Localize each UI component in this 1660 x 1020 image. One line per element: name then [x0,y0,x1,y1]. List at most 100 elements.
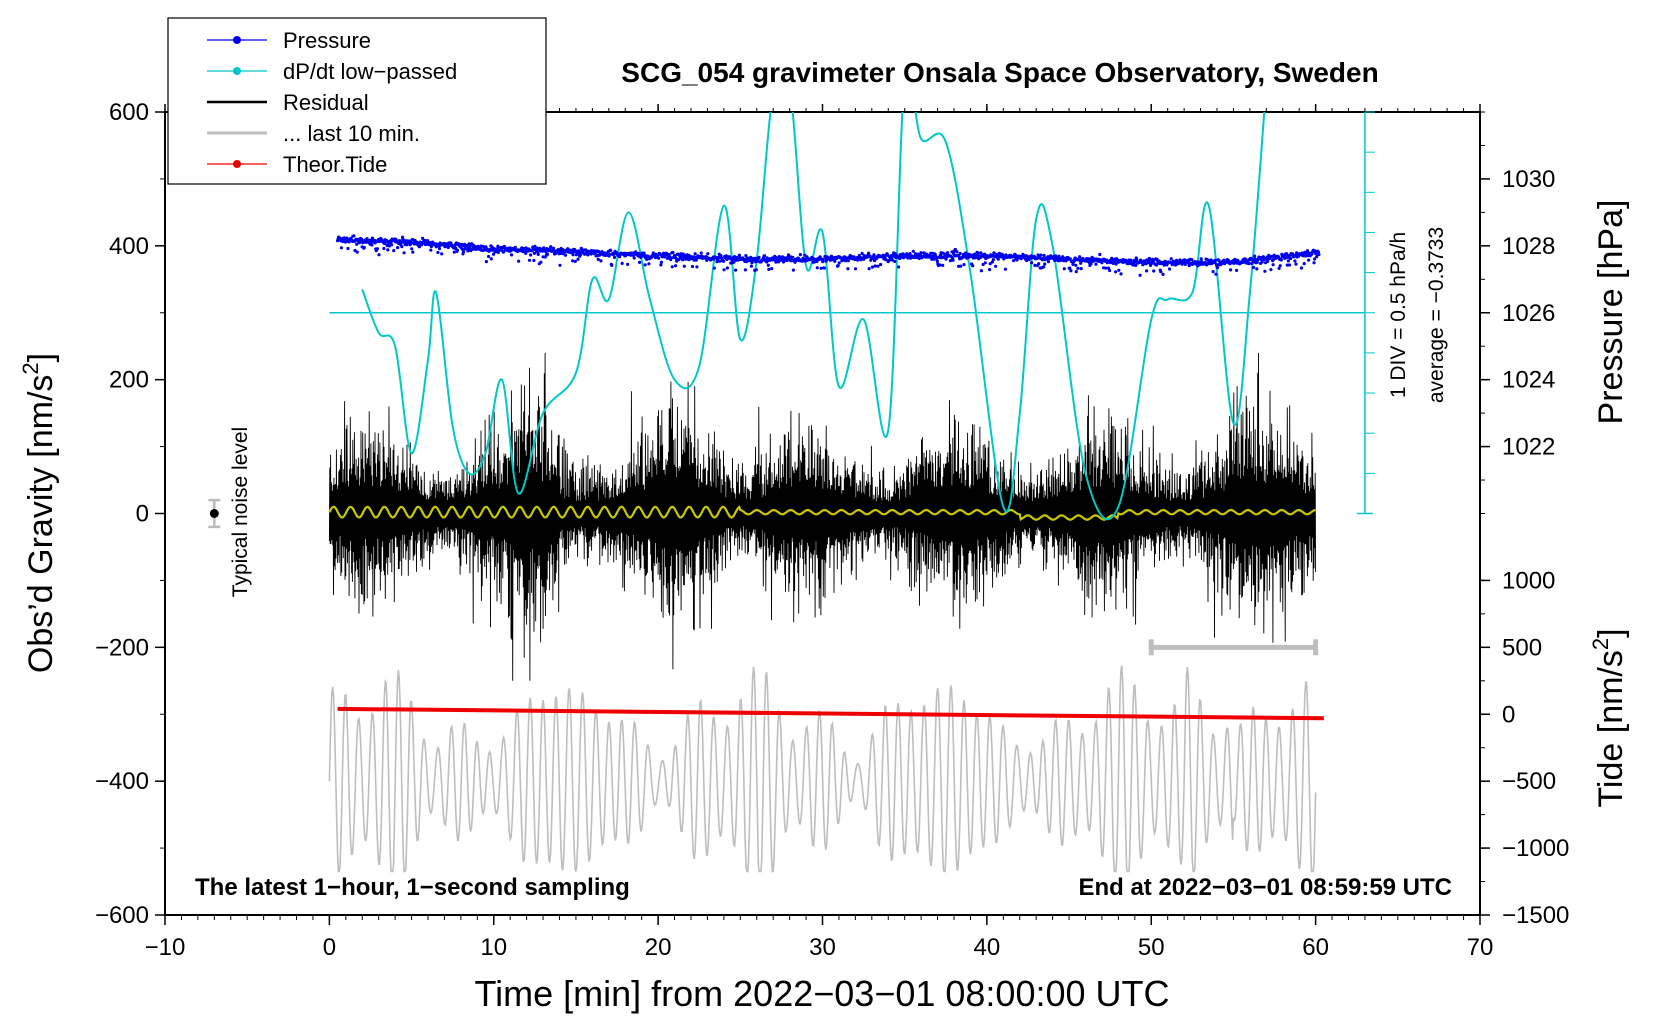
y-tick-label: −200 [95,634,149,661]
pressure-point [883,255,887,259]
pressure-point [1267,253,1271,257]
pressure-point [990,260,995,264]
pressure-point [1019,257,1023,261]
pressure-point [919,251,923,255]
pressure-point [979,251,983,255]
legend: Pressure dP/dt low−passed Residual ... l… [167,17,547,185]
series-last-10-min [328,665,1317,873]
pressure-point [1106,266,1111,270]
pressure-point [978,255,983,260]
noise-point [209,509,219,518]
pressure-point [718,259,722,263]
pressure-point [636,251,641,256]
pressure-point [411,250,415,254]
pressure-point [1247,262,1251,266]
pressure-point [481,244,485,248]
pressure-point [1028,257,1032,261]
pressure-point [941,263,945,267]
pressure-point [992,251,996,255]
pressure-point [749,264,754,268]
pressure-point [706,252,710,256]
pressure-point [1198,262,1202,267]
pressure-point [1076,266,1080,270]
pressure-point [529,253,533,257]
pressure-point [657,256,661,260]
pressure-point [524,251,528,255]
pressure-point [558,263,562,267]
pressure-point [762,254,767,258]
pressure-point [725,266,730,270]
pressure-point [1313,257,1317,261]
pressure-point [829,254,834,258]
x-tick-label: 0 [323,934,336,961]
pressure-point [722,259,726,263]
y-axis-label-tide-tail: ] [1592,628,1630,637]
y-axis-label-tide: Tide [nm/s2] [1588,628,1630,807]
pressure-point [996,257,1000,261]
pressure-point [932,257,936,261]
y-axis-label-left-main: Obs’d Gravity [nm/s [22,375,60,674]
pressure-point [1134,263,1138,267]
pressure-point [1269,268,1273,272]
pressure-point [743,268,748,272]
pressure-point [1012,259,1016,263]
tide-tick-label: −1000 [1502,835,1569,862]
pressure-point [670,265,674,269]
pressure-point [846,267,850,271]
pressure-point [962,263,966,267]
pressure-point [1277,266,1281,270]
pressure-point [533,244,537,248]
pressure-point [1313,249,1317,253]
pressure-point [983,261,987,265]
pressure-point [390,243,394,247]
pressure-point [1253,254,1257,258]
pressure-point [1108,268,1112,273]
pressure-point [695,265,699,269]
y-tick-label: 600 [109,99,149,126]
pressure-point [715,260,719,264]
pressure-point [409,241,413,245]
pressure-point [1114,270,1118,274]
dpdt-scale-label: 1 DIV = 0.5 hPa/h [1387,232,1410,398]
dpdt-line [361,112,1266,521]
pressure-point [1069,269,1073,273]
pressure-point [1293,259,1297,263]
pressure-point [1180,262,1184,266]
pressure-point [423,238,427,243]
pressure-point [1071,262,1075,266]
series-residual [328,352,1317,681]
pressure-point [549,245,553,249]
legend-label-pressure: Pressure [283,28,371,53]
pressure-point [774,260,778,264]
pressure-point [1094,262,1098,266]
pressure-point [539,260,543,264]
tide-line [337,706,1324,721]
pressure-point [1255,260,1259,264]
pressure-point [1214,272,1218,276]
pressure-point [436,250,440,255]
pressure-point [452,250,456,254]
pressure-point [355,242,359,246]
pressure-point [1235,268,1239,272]
pressure-point [1289,256,1293,261]
pressure-point [958,251,962,256]
pressure-point [1138,273,1142,277]
x-tick-label: 70 [1467,934,1494,961]
pressure-point [699,251,703,255]
pressure-point [757,255,761,259]
pressure-point [682,264,686,268]
pressure-point [532,251,537,255]
pressure-point [791,268,796,272]
y-tick-label: 200 [109,367,149,394]
y-tick-label: 400 [109,233,149,260]
pressure-point [608,252,612,256]
last10-line [328,665,1317,873]
pressure-point [509,253,514,257]
x-tick-label: 60 [1302,934,1329,961]
pressure-point [375,247,379,251]
pressure-point [836,264,840,268]
x-tick-label: 30 [809,934,836,961]
pressure-point [1169,257,1173,261]
chart-title: SCG_054 gravimeter Onsala Space Observat… [621,57,1378,88]
